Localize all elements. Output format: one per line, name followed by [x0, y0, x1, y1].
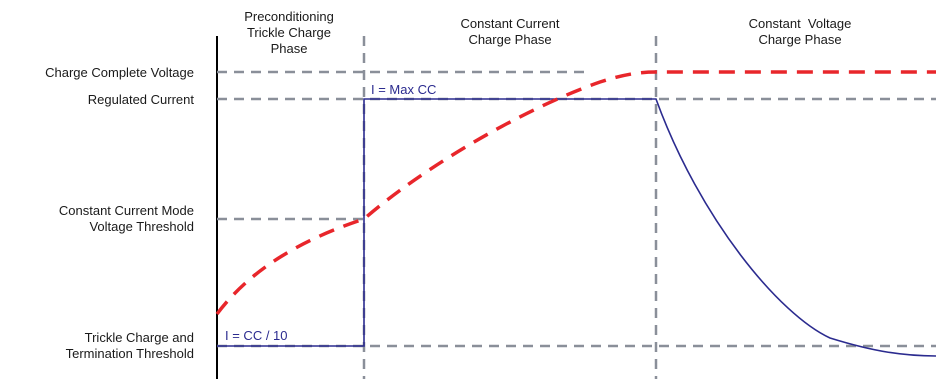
level-label-charge-complete-voltage-line1: Charge Complete Voltage: [45, 65, 194, 80]
level-label-cc-mode-threshold: Constant Current Mode Voltage Threshold: [59, 203, 194, 235]
level-label-cc-mode-threshold-line2: Voltage Threshold: [89, 219, 194, 234]
phase-label-constant-voltage-line2: Charge Phase: [758, 32, 842, 47]
current-curve: [217, 98, 936, 357]
level-label-trickle-threshold-line2: Termination Threshold: [65, 346, 194, 361]
phase-label-preconditioning-line1: Preconditioning: [244, 9, 334, 24]
phase-label-preconditioning: Preconditioning Trickle Charge Phase: [220, 9, 358, 57]
current-label-max-cc: I = Max CC: [371, 82, 437, 97]
level-label-charge-complete-voltage: Charge Complete Voltage: [45, 65, 194, 81]
phase-label-constant-voltage-line1: Constant Voltage: [748, 16, 852, 31]
phase-label-constant-voltage: Constant Voltage Charge Phase: [700, 16, 900, 48]
phase-label-preconditioning-line2: Trickle Charge: [246, 25, 332, 40]
level-label-trickle-threshold-line1: Trickle Charge and: [84, 330, 194, 345]
voltage-curve: [215, 70, 936, 316]
level-label-cc-mode-threshold-line1: Constant Current Mode: [58, 203, 194, 218]
level-label-regulated-current: Regulated Current: [88, 92, 194, 108]
phase-label-constant-current: Constant Current Charge Phase: [410, 16, 610, 48]
phase-label-constant-current-line2: Charge Phase: [468, 32, 552, 47]
phase-label-preconditioning-line3: Phase: [270, 41, 308, 56]
level-label-regulated-current-line1: Regulated Current: [87, 92, 194, 107]
level-label-trickle-threshold: Trickle Charge and Termination Threshold: [66, 330, 194, 362]
phase-label-constant-current-line1: Constant Current: [460, 16, 560, 31]
current-label-cc-div-10: I = CC / 10: [225, 328, 288, 343]
